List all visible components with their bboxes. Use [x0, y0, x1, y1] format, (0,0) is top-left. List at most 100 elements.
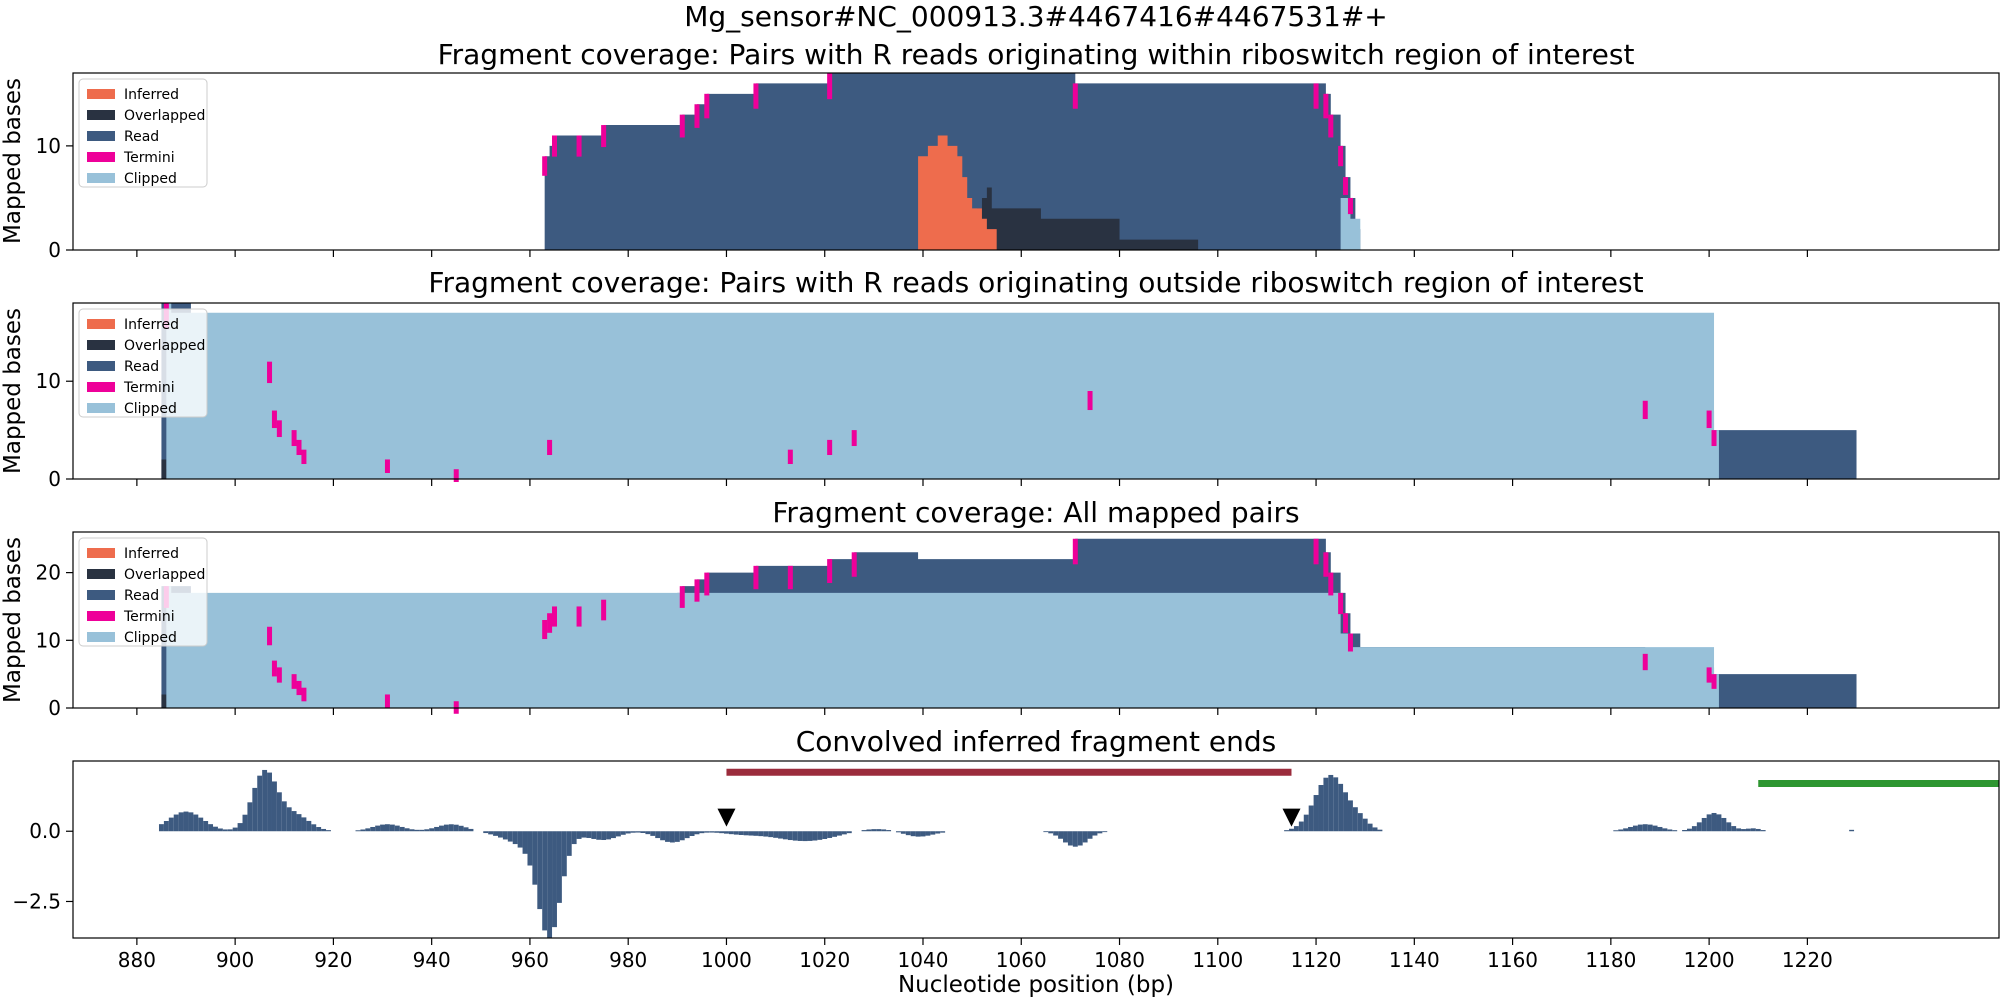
signal-bar	[591, 831, 597, 839]
signal-bar	[222, 829, 228, 832]
signal-bar	[242, 814, 248, 832]
signal-bar	[227, 829, 233, 832]
termini-mark	[1706, 667, 1712, 683]
signal-bar	[380, 824, 385, 832]
signal-bar	[291, 811, 297, 832]
panel-1-legend: Inferred Overlapped Read Termini Clipped	[78, 78, 208, 188]
signal-bar	[409, 829, 415, 832]
signal-bar	[1637, 824, 1643, 832]
termini-mark	[1072, 538, 1078, 565]
signal-bar	[257, 775, 263, 832]
signal-bar	[1092, 831, 1098, 836]
x-tick-label: 960	[511, 948, 549, 972]
signal-bar	[620, 831, 626, 835]
termini-mark	[1313, 83, 1319, 109]
signal-bar	[203, 821, 209, 832]
signal-bar	[394, 825, 400, 832]
signal-bar	[787, 831, 793, 841]
signal-bar	[355, 830, 361, 832]
signal-bar	[611, 831, 616, 839]
legend-swatch-overlapped	[87, 340, 115, 350]
x-tick-label: 1160	[1487, 948, 1538, 972]
signal-bar	[1372, 827, 1378, 832]
legend-label-clipped: Clipped	[124, 171, 177, 187]
panel-3: Fragment coverage: All mapped pairs Mapp…	[0, 496, 2000, 720]
signal-bar	[773, 831, 779, 838]
signal-bar	[389, 824, 395, 832]
signal-bar	[306, 820, 312, 832]
signal-bar	[1058, 831, 1064, 839]
panel-4-yticks: −2.5 0.0	[12, 819, 73, 913]
x-tick-label: 1080	[1094, 948, 1145, 972]
panel-2: Fragment coverage: Pairs with R reads or…	[0, 266, 2000, 491]
signal-bar	[763, 831, 769, 837]
legend-swatch-read	[87, 590, 115, 600]
signal-bar	[1667, 829, 1673, 832]
termini-mark	[267, 626, 273, 646]
termini-mark	[542, 620, 548, 640]
signal-bar	[1691, 826, 1697, 832]
signal-bar	[1716, 814, 1722, 832]
legend-swatch-termini	[87, 382, 115, 392]
signal-bar	[301, 817, 307, 832]
legend-label-inferred: Inferred	[124, 317, 179, 333]
signal-bar	[1097, 831, 1103, 834]
legend-label-read: Read	[124, 359, 159, 375]
signal-bar	[1289, 828, 1294, 832]
termini-mark	[1338, 592, 1344, 615]
signal-bar	[561, 831, 567, 877]
signal-bar	[1318, 785, 1324, 832]
signal-bar	[1087, 831, 1093, 839]
signal-bar	[375, 825, 381, 832]
signal-bar	[699, 831, 705, 834]
signal-bar	[571, 831, 577, 845]
signal-bar	[1102, 831, 1108, 833]
signal-bar	[1682, 830, 1688, 832]
signal-bar	[895, 831, 901, 833]
termini-mark	[384, 694, 390, 708]
signal-bar	[606, 831, 612, 840]
y-tick-label: 0	[48, 467, 61, 491]
signal-bar	[900, 831, 906, 834]
panel-1-title: Fragment coverage: Pairs with R reads or…	[438, 38, 1635, 71]
signal-bar	[414, 829, 420, 832]
signal-bar	[1701, 817, 1707, 832]
signal-bar	[429, 828, 435, 832]
signal-bar	[1657, 826, 1663, 832]
signal-bar	[1338, 783, 1344, 832]
signal-bar	[267, 772, 272, 832]
termini-mark	[601, 599, 607, 621]
panel-3-frame	[72, 531, 2000, 709]
signal-bar	[370, 826, 376, 832]
signal-bar	[807, 831, 813, 841]
x-tick-label: 1040	[898, 948, 949, 972]
termini-mark	[787, 449, 793, 465]
y-tick-label: 10	[36, 369, 61, 393]
signal-bar	[812, 831, 818, 841]
x-tick-label: 900	[216, 948, 254, 972]
panel-3-yticks: 0 10 20	[36, 561, 73, 720]
signal-bar	[768, 831, 774, 838]
signal-bar	[1623, 828, 1629, 832]
legend-swatch-inferred	[87, 89, 115, 99]
signal-bar	[758, 831, 764, 837]
termini-mark	[542, 156, 548, 176]
signal-bar	[198, 817, 204, 832]
signal-bar	[753, 831, 759, 836]
series-clipped	[166, 586, 1719, 708]
signal-bar	[1760, 830, 1766, 832]
signal-bar	[674, 831, 680, 842]
signal-bar	[1613, 830, 1619, 832]
signal-bar	[262, 769, 268, 832]
signal-bar	[552, 831, 557, 928]
signal-bar	[173, 814, 179, 832]
x-tick-label: 1000	[701, 948, 752, 972]
termini-mark	[291, 674, 297, 689]
termini-mark	[753, 565, 759, 590]
legend-label-read: Read	[124, 129, 159, 145]
signal-bar	[910, 831, 916, 837]
signal-bar	[488, 831, 494, 835]
signal-bar	[232, 827, 238, 832]
signal-bar	[630, 831, 636, 833]
signal-bar	[1343, 792, 1348, 832]
